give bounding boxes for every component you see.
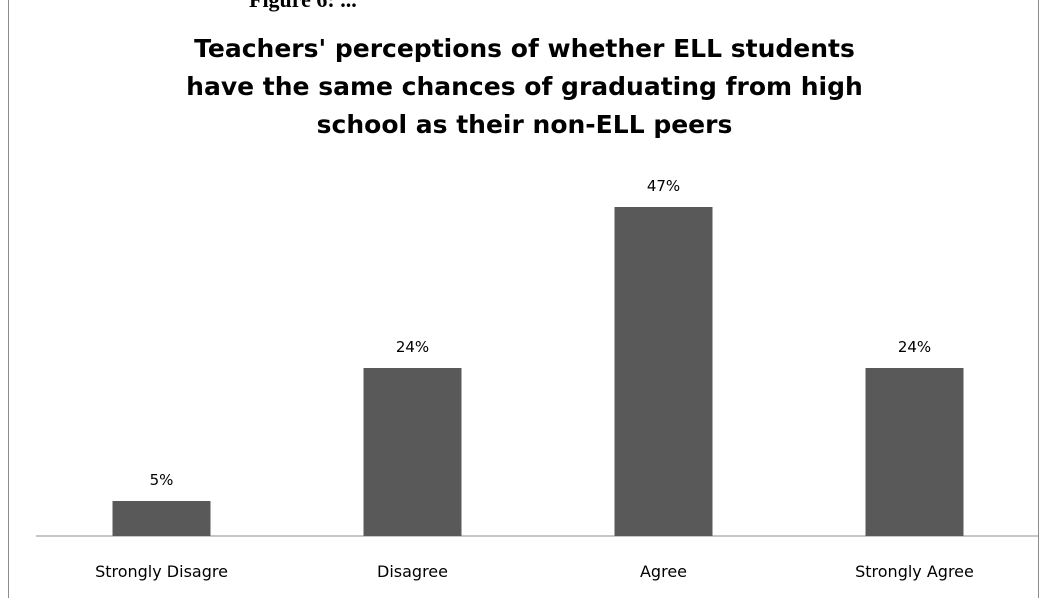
bar (112, 501, 211, 536)
bar (865, 368, 964, 536)
cut-off-header-text: Figure 6: ... (249, 0, 357, 13)
data-label: 47% (647, 177, 680, 195)
chart-title: Teachers' perceptions of whether ELL stu… (9, 30, 1039, 144)
chart-title-line: Teachers' perceptions of whether ELL stu… (194, 34, 855, 63)
category-label: Disagree (377, 562, 448, 581)
chart-frame: Figure 6: ... Teachers' perceptions of w… (8, 0, 1039, 598)
category-label: Agree (640, 562, 687, 581)
chart-title-line: school as their non-ELL peers (316, 110, 733, 139)
data-label: 24% (898, 338, 931, 356)
chart-title-line: have the same chances of graduating from… (186, 72, 863, 101)
bar (614, 207, 713, 536)
bar-chart: 5% Strongly Disagre 24% Disagree 47% Agree 24%… (36, 177, 1039, 581)
category-label: Strongly Agree (855, 562, 974, 581)
data-label: 24% (396, 338, 429, 356)
category-label: Strongly Disagre (95, 562, 228, 581)
bar (363, 368, 462, 536)
data-label: 5% (150, 471, 174, 489)
